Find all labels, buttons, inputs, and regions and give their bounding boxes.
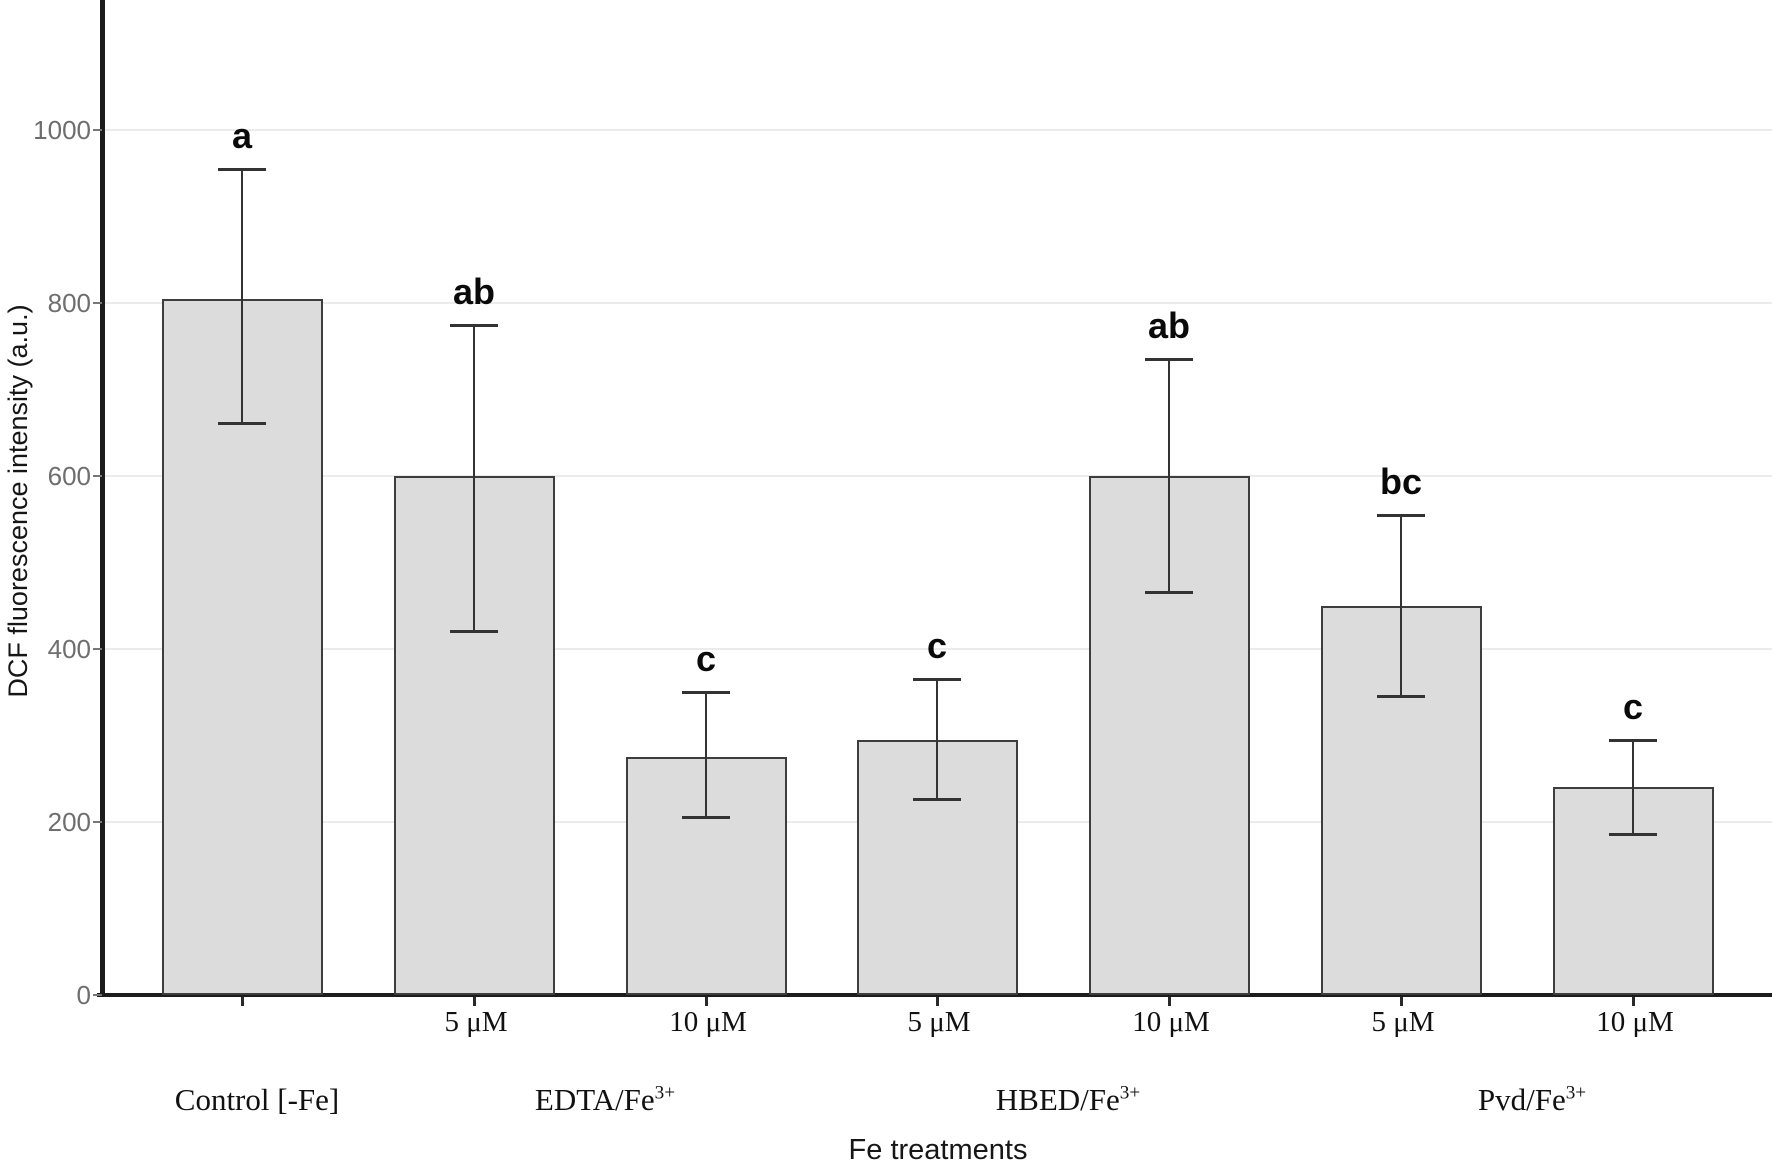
error-bar-cap-top [1145,358,1193,361]
error-bar-cap-top [913,678,961,681]
group-label-text: Pvd/Fe [1477,1082,1566,1117]
y-tick-label: 400 [47,634,91,664]
error-bar-cap-top [1609,739,1657,742]
group-label: Control [-Fe] [87,1082,427,1118]
y-axis-tick [93,129,102,131]
x-axis-tick [936,997,939,1006]
y-axis-tick [93,302,102,304]
y-axis-tick [93,648,102,650]
error-bar-cap-bottom [218,422,266,425]
error-bar-cap-top [218,168,266,171]
y-axis-title: DCF fluorescence intensity (a.u.) [3,304,33,698]
x-axis-tick [1168,997,1171,1006]
gridline [102,302,1772,304]
significance-letter: a [231,115,253,156]
y-tick-label: 600 [47,461,91,491]
x-tick-label: 10 μM [669,1006,747,1038]
bar [393,476,555,995]
group-label-text: HBED/Fe [995,1082,1120,1117]
x-tick-label: 5 μM [444,1006,508,1038]
significance-letter: ab [452,271,495,312]
significance-letter: bc [1379,461,1422,502]
x-axis-line [97,993,1772,997]
x-axis-tick [705,997,708,1006]
group-label-text: Control [-Fe] [174,1082,340,1117]
significance-letter: c [926,625,948,666]
error-bar-line [705,692,707,818]
x-axis-tick [1632,997,1635,1006]
x-axis-tick [241,997,244,1006]
group-label: EDTA/Fe3+ [435,1082,775,1118]
error-bar-line [1400,515,1402,697]
error-bar-cap-top [1377,514,1425,517]
group-label: Pvd/Fe3+ [1362,1082,1702,1118]
x-tick-label: 5 μM [907,1006,971,1038]
error-bar-cap-bottom [1609,833,1657,836]
x-axis-title: Fe treatments [848,1134,1028,1166]
group-label-superscript: 3+ [654,1082,676,1104]
x-tick-label: 10 μM [1596,1006,1674,1038]
y-axis-tick [93,994,102,996]
y-tick-label: 1000 [33,115,91,145]
error-bar-cap-bottom [682,816,730,819]
error-bar-cap-top [450,324,498,327]
y-axis-tick [93,475,102,477]
x-axis-tick [473,997,476,1006]
error-bar-line [936,679,938,800]
error-bar-cap-top [682,691,730,694]
error-bar-line [1632,740,1634,835]
x-tick-label: 5 μM [1371,1006,1435,1038]
gridline [102,129,1772,131]
error-bar-cap-bottom [1145,591,1193,594]
error-bar-line [1168,359,1170,593]
y-tick-label: 200 [47,807,91,837]
error-bar-line [241,169,243,424]
y-tick-label: 0 [76,980,91,1010]
y-axis-tick [93,821,102,823]
y-tick-label: 800 [47,288,91,318]
x-axis-tick [1400,997,1403,1006]
significance-letter: c [695,638,717,679]
error-bar-cap-bottom [913,798,961,801]
gridline [102,475,1772,477]
significance-letter: c [1622,686,1644,727]
y-axis-line [100,0,105,997]
group-label: HBED/Fe3+ [898,1082,1238,1118]
gridline [102,648,1772,650]
x-tick-label: 10 μM [1132,1006,1210,1038]
group-label-superscript: 3+ [1119,1082,1141,1104]
significance-letter: ab [1147,305,1190,346]
group-label-text: EDTA/Fe [534,1082,655,1117]
error-bar-cap-bottom [450,630,498,633]
error-bar-line [473,325,475,632]
error-bar-cap-bottom [1377,695,1425,698]
group-label-superscript: 3+ [1565,1082,1587,1104]
